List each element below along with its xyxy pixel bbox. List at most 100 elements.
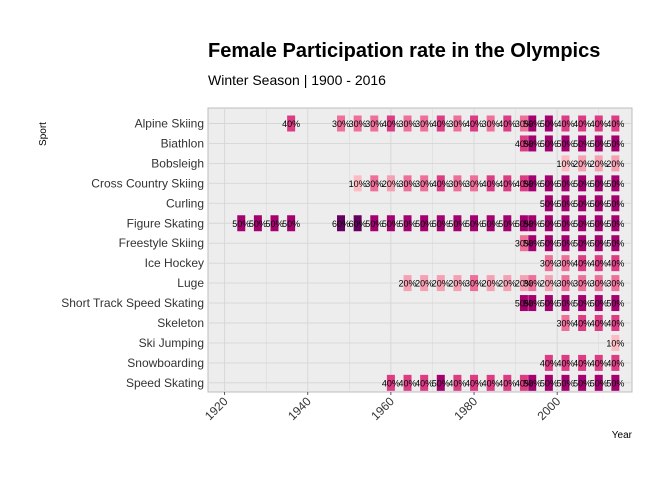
cell-value-label: 50% [556, 219, 574, 229]
cell-value-label: 50% [556, 239, 574, 249]
heatmap-cell [561, 354, 570, 371]
cell-value-label: 40% [465, 119, 483, 129]
x-tick-labels: 1920 1940 1960 1980 2000 [202, 392, 564, 423]
heatmap-cell [611, 374, 620, 391]
heatmap-cell [453, 115, 462, 132]
cell-value-label: 20% [606, 159, 624, 169]
cell-value-label: 40% [515, 139, 533, 149]
y-tick-label: Biathlon [161, 136, 204, 150]
cell-value-label: 50% [606, 199, 624, 209]
cell-value-label: 50% [399, 219, 417, 229]
heatmap-cell [420, 215, 429, 232]
heatmap-cell [594, 374, 603, 391]
heatmap-cell [337, 115, 346, 132]
cell-value-label: 50% [590, 378, 608, 388]
cell-value-label: 20% [382, 179, 400, 189]
heatmap-cell [561, 135, 570, 152]
y-tick-label: Alpine Skiing [135, 117, 204, 131]
cell-value-label: 30% [415, 119, 433, 129]
cell-value-label: 50% [540, 219, 558, 229]
y-axis-label: Sport [38, 122, 49, 146]
y-tick-labels: Alpine Skiing Biathlon Bobsleigh Cross Coun… [61, 117, 204, 390]
heatmap-cell [611, 275, 620, 292]
heatmap-cell [486, 215, 495, 232]
heatmap-cell [370, 215, 379, 232]
cell-value-label: 30% [415, 179, 433, 189]
cell-value-label: 40% [606, 358, 624, 368]
cell-value-label: 20% [498, 279, 516, 289]
cell-value-label: 50% [523, 239, 541, 249]
y-tick-label: Cross Country Skiing [91, 176, 204, 190]
cell-value-label: 30% [365, 119, 383, 129]
heatmap-cell [594, 155, 603, 172]
cell-value-label: 40% [556, 119, 574, 129]
cell-value-label: 40% [606, 259, 624, 269]
heatmap-cell [578, 255, 587, 272]
heatmap-cell [561, 374, 570, 391]
heatmap-cell [544, 135, 553, 152]
heatmap-cell [578, 275, 587, 292]
heatmap-cell [544, 374, 553, 391]
heatmap-cell [611, 334, 620, 351]
cell-value-label: 30% [448, 119, 466, 129]
x-tick-label: 1960 [368, 394, 397, 423]
cell-value-label: 50% [606, 139, 624, 149]
cell-value-label: 50% [573, 219, 591, 229]
cell-value-label: 30% [515, 239, 533, 249]
heatmap-cell [594, 295, 603, 312]
heatmap-cell [237, 215, 246, 232]
cell-value-label: 50% [556, 378, 574, 388]
heatmap-cell [578, 115, 587, 132]
cell-value-label: 30% [590, 279, 608, 289]
cell-value-label: 50% [590, 299, 608, 309]
heatmap-cell [270, 215, 279, 232]
cell-value-label: 50% [573, 378, 591, 388]
cell-value-label: 30% [399, 179, 417, 189]
heatmap-cell [420, 275, 429, 292]
heatmap-cell [486, 275, 495, 292]
cell-value-label: 50% [606, 299, 624, 309]
y-tick-label: Luge [177, 276, 204, 290]
heatmap-cell [594, 275, 603, 292]
heatmap-cell [561, 315, 570, 331]
heatmap-cell [528, 295, 537, 312]
heatmap-cell [386, 374, 395, 391]
heatmap-cell [561, 215, 570, 232]
cell-value-label: 60% [332, 219, 350, 229]
y-tick-label: Figure Skating [127, 216, 204, 230]
heatmap-cell [611, 235, 620, 252]
cell-value-label: 50% [448, 219, 466, 229]
heatmap-cell [253, 215, 262, 232]
heatmap-cell [561, 175, 570, 192]
heatmap-cell [578, 155, 587, 172]
heatmap-cell [503, 115, 512, 132]
heatmap-cell [611, 135, 620, 152]
cell-value-label: 50% [482, 219, 500, 229]
cell-value-label: 40% [606, 319, 624, 329]
cell-value-label: 50% [556, 179, 574, 189]
heatmap-cell [611, 255, 620, 272]
heatmap-cell [453, 175, 462, 192]
heatmap-cell [287, 115, 296, 132]
heatmap-cell [561, 295, 570, 312]
cell-value-label: 50% [523, 219, 541, 229]
cell-value-label: 50% [590, 199, 608, 209]
heatmap-cell [486, 374, 495, 391]
cell-value-label: 50% [523, 299, 541, 309]
heatmap-cell [528, 115, 537, 132]
heatmap-cell [420, 175, 429, 192]
cell-value-label: 50% [556, 199, 574, 209]
heatmap-cell [561, 115, 570, 132]
heatmap-cell [578, 235, 587, 252]
cell-value-label: 50% [515, 299, 533, 309]
cell-value-label: 40% [482, 378, 500, 388]
cell-value-label: 50% [465, 219, 483, 229]
cell-value-label: 30% [573, 279, 591, 289]
heatmap-cell [561, 235, 570, 252]
heatmap-cell [519, 235, 528, 252]
y-tick-label: Skeleton [157, 316, 204, 330]
y-tick-label: Freestyle Skiing [119, 236, 204, 250]
cell-value-label: 30% [465, 279, 483, 289]
heatmap-cell [578, 295, 587, 312]
heatmap-cell [528, 135, 537, 152]
